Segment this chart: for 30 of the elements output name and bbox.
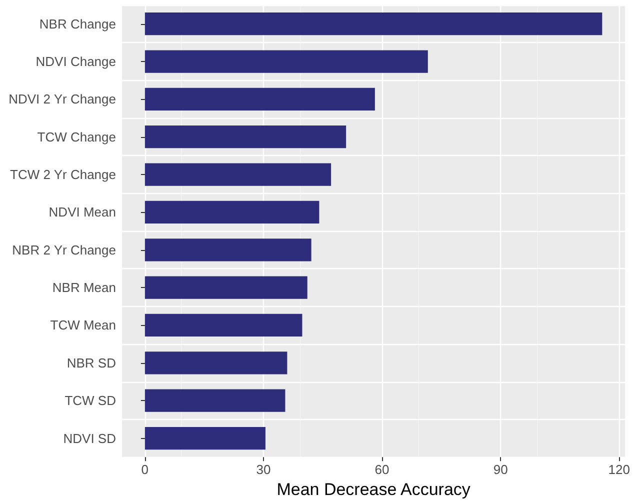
- y-tick-label: NDVI SD: [63, 430, 116, 446]
- bar: [144, 12, 602, 36]
- y-tick-label: TCW 2 Yr Change: [10, 167, 116, 182]
- x-tick-label: 60: [374, 462, 390, 478]
- bar: [144, 426, 266, 450]
- y-tick-label: NBR Change: [39, 16, 116, 32]
- x-tick-label: 120: [608, 462, 630, 478]
- y-tick-label: NBR Mean: [52, 280, 116, 296]
- y-tick-label: NBR 2 Yr Change: [12, 242, 116, 258]
- y-tick-label: TCW Mean: [50, 318, 116, 333]
- y-tick-label: TCW Change: [37, 129, 116, 144]
- bar: [144, 389, 286, 412]
- y-tick-label: NBR SD: [66, 355, 116, 370]
- y-tick-label: NDVI Mean: [48, 204, 116, 220]
- bar: [144, 314, 302, 337]
- y-tick-label: NDVI 2 Yr Change: [8, 92, 116, 107]
- x-axis-title: Mean Decrease Accuracy: [276, 480, 471, 499]
- bar: [144, 126, 346, 148]
- y-tick-label: NDVI Change: [36, 54, 116, 70]
- y-tick-label: TCW SD: [64, 393, 116, 408]
- bar: [144, 200, 320, 224]
- bar: [144, 276, 308, 299]
- bar: [144, 238, 312, 262]
- x-tick-label: 30: [256, 462, 271, 478]
- bar: [144, 50, 428, 73]
- x-tick-label: 0: [141, 462, 149, 478]
- bar: [144, 352, 288, 374]
- bar: [144, 163, 332, 186]
- bar: [144, 88, 375, 110]
- x-tick-label: 90: [493, 462, 508, 478]
